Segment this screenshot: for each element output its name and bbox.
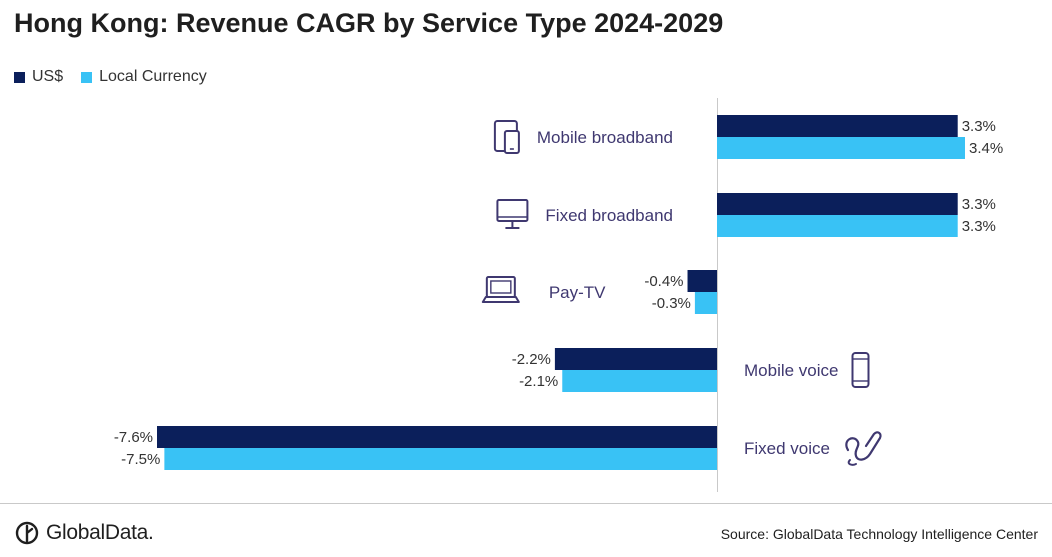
footer-divider [0,503,1052,504]
bar-local-pay-tv [694,292,717,314]
chart-plot: 3.3% 3.4% Mobile broadband 3.3% 3.3% Fixed br… [114,98,1003,492]
legend-swatch-local [81,71,93,83]
category-label: Mobile voice [744,361,839,380]
globaldata-logo: GlobalData. [14,520,154,546]
bar-local-mobile-voice [562,370,717,392]
mobile-phone-icon [851,352,870,388]
legend-label-local: Local Currency [99,68,207,85]
bar-local-fixed-voice [164,448,718,470]
legend-item-usd: US$ [14,68,63,86]
legend-item-local: Local Currency [81,68,207,86]
bar-usd-fixed-broadband [717,193,958,215]
legend: US$ Local Currency [14,68,207,86]
legend-swatch-usd [14,71,25,83]
globaldata-logo-icon [15,521,39,545]
value-label-local: -0.3% [652,295,691,312]
category-label: Pay-TV [549,283,606,302]
bar-local-fixed-broadband [717,215,958,237]
source-note: Source: GlobalData Technology Intelligen… [720,526,1038,542]
category-label: Mobile broadband [537,128,673,147]
laptop-icon [481,276,520,303]
chart-title: Hong Kong: Revenue CAGR by Service Type … [14,8,724,38]
value-label-local: -2.1% [519,373,558,390]
bar-usd-pay-tv [687,270,717,292]
value-label-usd: 3.3% [962,118,996,135]
bar-usd-fixed-voice [157,426,717,448]
brand-name: GlobalData. [46,521,154,544]
value-label-local: 3.4% [969,140,1003,157]
bar-usd-mobile-broadband [717,115,958,137]
bar-local-mobile-broadband [717,137,965,159]
value-label-local: -7.5% [121,451,160,468]
value-label-usd: 3.3% [962,196,996,213]
value-label-usd: -0.4% [644,273,683,290]
legend-label-usd: US$ [32,68,64,85]
value-label-local: 3.3% [962,218,996,235]
category-label: Fixed broadband [545,206,673,225]
bar-usd-mobile-voice [554,348,717,370]
landline-phone-icon [845,431,882,466]
monitor-icon [496,199,529,229]
value-label-usd: -7.6% [114,429,153,446]
tablet-phone-icon [493,120,520,154]
category-label: Fixed voice [744,439,830,458]
value-label-usd: -2.2% [512,351,551,368]
